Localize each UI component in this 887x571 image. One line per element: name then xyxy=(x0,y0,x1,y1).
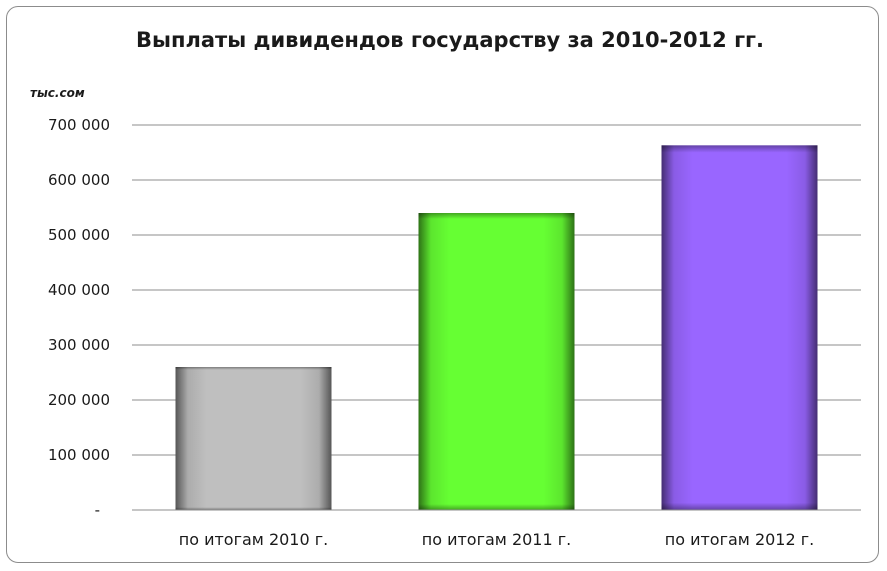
bar xyxy=(661,145,818,510)
bars xyxy=(175,145,818,510)
y-tick-label: 500 000 xyxy=(48,226,110,244)
chart-title: Выплаты дивидендов государству за 2010-2… xyxy=(136,28,764,52)
x-category-label: по итогам 2012 г. xyxy=(665,530,815,549)
y-tick-label: 200 000 xyxy=(48,391,110,409)
y-tick-label: 600 000 xyxy=(48,171,110,189)
bar-shade xyxy=(175,367,332,510)
y-axis-ticks: - 100 000 200 000 300 000 400 000 500 000 600 … xyxy=(48,116,110,519)
y-tick-label: - xyxy=(95,501,100,519)
y-tick-label: 700 000 xyxy=(48,116,110,134)
y-tick-label: 400 000 xyxy=(48,281,110,299)
bar-shade xyxy=(418,213,575,510)
y-tick-label: 100 000 xyxy=(48,446,110,464)
x-category-label: по итогам 2010 г. xyxy=(179,530,329,549)
x-axis-categories: по итогам 2010 г. по итогам 2011 г. по ито… xyxy=(179,530,815,549)
y-axis-unit-label: тыс.сом xyxy=(30,86,85,100)
bar xyxy=(175,367,332,510)
x-category-label: по итогам 2011 г. xyxy=(422,530,572,549)
bar xyxy=(418,213,575,510)
y-tick-label: 300 000 xyxy=(48,336,110,354)
bar-shade xyxy=(661,145,818,510)
